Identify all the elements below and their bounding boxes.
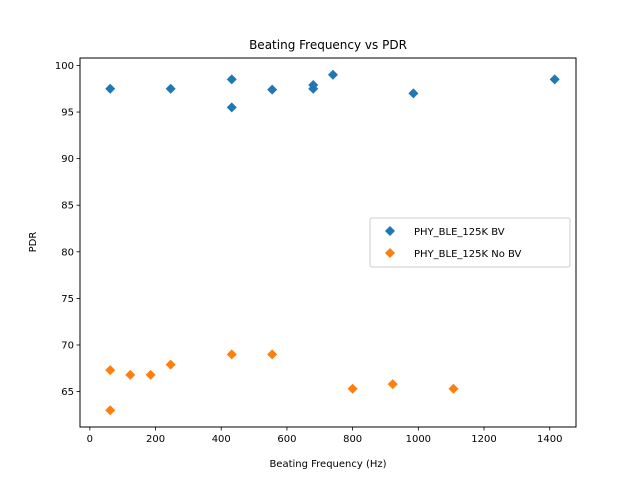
bv-data-point-2	[226, 74, 237, 85]
legend-marker-bv	[385, 226, 395, 236]
no-bv-data-point-6	[267, 349, 278, 360]
y-axis-ticks: 65 70 75 80 85 90 95 100	[55, 61, 80, 398]
no-bv-data-point-3	[145, 369, 156, 380]
legend: PHY_BLE_125K BV PHY_BLE_125K No BV	[369, 217, 571, 268]
y-tick-label: 80	[61, 247, 74, 258]
bv-data-point-9	[549, 74, 560, 85]
bv-data-point-4	[267, 84, 278, 95]
no-bv-data-point-8	[387, 379, 398, 390]
y-tick-label: 75	[61, 294, 74, 305]
bv-data-point-1	[165, 83, 176, 94]
legend-box	[369, 217, 571, 268]
legend-marker-no-bv	[385, 248, 395, 258]
data-points	[105, 69, 560, 416]
bv-data-point-6	[308, 83, 319, 94]
y-tick-label: 70	[61, 341, 74, 352]
x-tick-label: 200	[146, 434, 165, 445]
bv-data-point-3	[226, 102, 237, 113]
no-bv-data-point-9	[448, 383, 459, 394]
x-tick-label: 1400	[537, 434, 562, 445]
bv-data-point-7	[327, 69, 338, 80]
x-tick-label: 400	[212, 434, 231, 445]
y-tick-label: 85	[61, 201, 74, 212]
y-tick-label: 95	[61, 108, 74, 119]
x-tick-label: 1200	[471, 434, 496, 445]
legend-label-no-bv: PHY_BLE_125K No BV	[414, 249, 522, 260]
x-axis-ticks: 0 200 400 600 800 1000 1200 1400	[87, 427, 562, 445]
x-tick-label: 1000	[406, 434, 431, 445]
bv-data-point-0	[105, 83, 116, 94]
y-tick-label: 90	[61, 154, 74, 165]
chart-title: Beating Frequency vs PDR	[249, 38, 407, 52]
x-tick-label: 800	[343, 434, 362, 445]
no-bv-data-point-5	[226, 349, 237, 360]
no-bv-data-point-1	[105, 405, 116, 416]
legend-label-bv: PHY_BLE_125K BV	[414, 227, 505, 238]
no-bv-data-point-7	[347, 383, 358, 394]
plot-frame	[79, 57, 577, 428]
x-axis-label: Beating Frequency (Hz)	[269, 459, 386, 470]
no-bv-data-point-4	[165, 359, 176, 370]
x-tick-label: 600	[277, 434, 296, 445]
x-tick-label: 0	[87, 434, 93, 445]
no-bv-data-point-2	[125, 369, 136, 380]
no-bv-data-point-0	[105, 365, 116, 376]
y-axis-label: PDR	[28, 232, 39, 253]
y-tick-label: 100	[55, 61, 74, 72]
bv-data-point-8	[408, 88, 419, 99]
y-tick-label: 65	[61, 387, 74, 398]
